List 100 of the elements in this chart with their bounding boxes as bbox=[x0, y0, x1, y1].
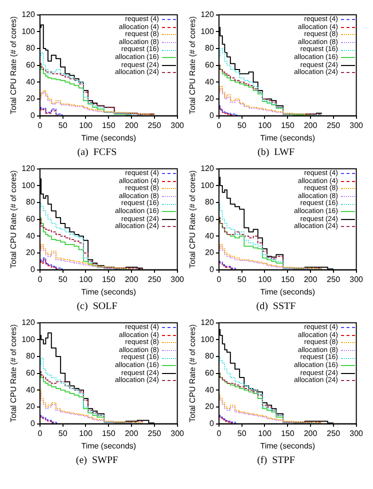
y-tick-label: 100 bbox=[200, 334, 214, 344]
y-tick-label: 80 bbox=[205, 44, 214, 53]
x-tick-label: 0 bbox=[216, 274, 222, 284]
y-tick-label: 120 bbox=[200, 318, 214, 328]
y-tick-label: 100 bbox=[22, 26, 36, 36]
x-tick-label: 150 bbox=[102, 274, 116, 284]
x-tick-label: 250 bbox=[326, 274, 341, 284]
y-tick-label: 120 bbox=[200, 164, 214, 174]
x-tick-label: 250 bbox=[326, 120, 341, 130]
x-tick-label: 100 bbox=[79, 120, 93, 130]
y-tick-label: 20 bbox=[205, 402, 214, 412]
y-tick-label: 60 bbox=[26, 60, 36, 70]
y-tick-label: 0 bbox=[30, 419, 36, 428]
x-tick-label: 200 bbox=[304, 274, 318, 284]
x-tick-label: 50 bbox=[237, 120, 247, 130]
y-tick-label: 100 bbox=[200, 26, 214, 36]
x-tick-label: 50 bbox=[237, 274, 247, 284]
y-tick-label: 0 bbox=[209, 265, 214, 274]
y-tick-label: 40 bbox=[26, 231, 36, 240]
y-tick-label: 100 bbox=[22, 334, 36, 344]
y-tick-label: 40 bbox=[26, 385, 36, 394]
y-tick-label: 60 bbox=[205, 214, 214, 224]
x-tick-label: 0 bbox=[216, 428, 222, 438]
y-tick-label: 40 bbox=[205, 385, 214, 394]
x-tick-label: 200 bbox=[124, 428, 139, 438]
y-tick-label: 80 bbox=[205, 352, 214, 361]
x-tick-label: 50 bbox=[58, 428, 68, 438]
x-tick-label: 50 bbox=[237, 428, 247, 438]
y-tick-label: 20 bbox=[26, 402, 36, 412]
y-tick-label: 80 bbox=[205, 198, 214, 207]
y-tick-label: 60 bbox=[205, 368, 214, 378]
x-tick-label: 300 bbox=[170, 274, 185, 284]
x-tick-label: 100 bbox=[258, 120, 272, 130]
x-tick-label: 300 bbox=[170, 428, 185, 438]
y-tick-label: 60 bbox=[26, 368, 36, 378]
y-tick-label: 20 bbox=[205, 248, 214, 258]
x-tick-label: 0 bbox=[38, 428, 43, 438]
y-tick-label: 20 bbox=[26, 94, 36, 104]
x-axis-title: Time (seconds) bbox=[260, 287, 316, 296]
y-tick-label: 80 bbox=[26, 352, 36, 361]
x-tick-label: 200 bbox=[124, 120, 139, 130]
y-tick-label: 60 bbox=[205, 60, 214, 70]
x-tick-label: 150 bbox=[280, 120, 295, 130]
x-tick-label: 150 bbox=[280, 428, 295, 438]
x-tick-label: 50 bbox=[58, 120, 68, 130]
x-axis-title: Time (seconds) bbox=[260, 133, 316, 142]
text: (c) SOLF bbox=[76, 301, 118, 312]
x-tick-label: 250 bbox=[326, 428, 341, 438]
x-tick-label: 150 bbox=[102, 428, 116, 438]
y-tick-label: 0 bbox=[30, 265, 36, 274]
y-tick-label: 120 bbox=[22, 164, 36, 174]
text: (a) FCFS bbox=[76, 147, 118, 158]
y-tick-label: 0 bbox=[209, 111, 214, 120]
y-tick-label: 120 bbox=[22, 318, 36, 328]
y-tick-label: 40 bbox=[205, 77, 214, 86]
x-tick-label: 0 bbox=[38, 274, 43, 284]
x-tick-label: 250 bbox=[148, 274, 162, 284]
x-axis-title: Time (seconds) bbox=[260, 441, 316, 450]
text: (b) LWF bbox=[256, 147, 296, 158]
x-tick-label: 100 bbox=[79, 428, 93, 438]
x-tick-label: 0 bbox=[216, 120, 222, 130]
x-tick-label: 300 bbox=[350, 120, 364, 130]
x-tick-label: 200 bbox=[124, 274, 139, 284]
x-axis-title: Time (seconds) bbox=[81, 133, 136, 142]
x-tick-label: 100 bbox=[258, 428, 272, 438]
y-axis-title: Total CPU Rate (# of cores) bbox=[188, 170, 198, 268]
y-axis-title: Total CPU Rate (# of cores) bbox=[9, 170, 18, 268]
x-axis-title: Time (seconds) bbox=[81, 287, 136, 296]
x-tick-label: 100 bbox=[258, 274, 272, 284]
x-tick-label: 100 bbox=[79, 274, 93, 284]
y-tick-label: 80 bbox=[26, 198, 36, 207]
y-axis-title: Total CPU Rate (# of cores) bbox=[9, 324, 18, 422]
y-tick-label: 20 bbox=[26, 248, 36, 258]
x-tick-label: 250 bbox=[148, 428, 162, 438]
x-tick-label: 300 bbox=[350, 428, 364, 438]
x-tick-label: 300 bbox=[350, 274, 364, 284]
x-tick-label: 50 bbox=[58, 274, 68, 284]
y-tick-label: 40 bbox=[26, 77, 36, 86]
x-tick-label: 200 bbox=[304, 428, 318, 438]
x-tick-label: 250 bbox=[148, 120, 162, 130]
y-tick-label: 120 bbox=[22, 10, 36, 20]
y-tick-label: 100 bbox=[200, 180, 214, 190]
y-axis-title: Total CPU Rate (# of cores) bbox=[188, 324, 198, 422]
x-tick-label: 300 bbox=[170, 120, 185, 130]
y-tick-label: 120 bbox=[200, 10, 214, 20]
y-tick-label: 60 bbox=[26, 214, 36, 224]
y-axis-title: Total CPU Rate (# of cores) bbox=[188, 16, 198, 114]
text: (e) SWPF bbox=[74, 455, 120, 466]
x-axis-title: Time (seconds) bbox=[81, 441, 136, 450]
x-tick-label: 200 bbox=[304, 120, 318, 130]
text: (f) STPF bbox=[256, 455, 296, 466]
x-tick-label: 0 bbox=[38, 120, 43, 130]
y-tick-label: 0 bbox=[209, 419, 214, 428]
y-axis-title: Total CPU Rate (# of cores) bbox=[9, 16, 18, 114]
y-tick-label: 100 bbox=[22, 180, 36, 190]
x-tick-label: 150 bbox=[280, 274, 295, 284]
x-tick-label: 150 bbox=[102, 120, 116, 130]
text: (d) SSTF bbox=[255, 301, 297, 312]
y-tick-label: 40 bbox=[205, 231, 214, 240]
y-tick-label: 0 bbox=[30, 111, 36, 120]
